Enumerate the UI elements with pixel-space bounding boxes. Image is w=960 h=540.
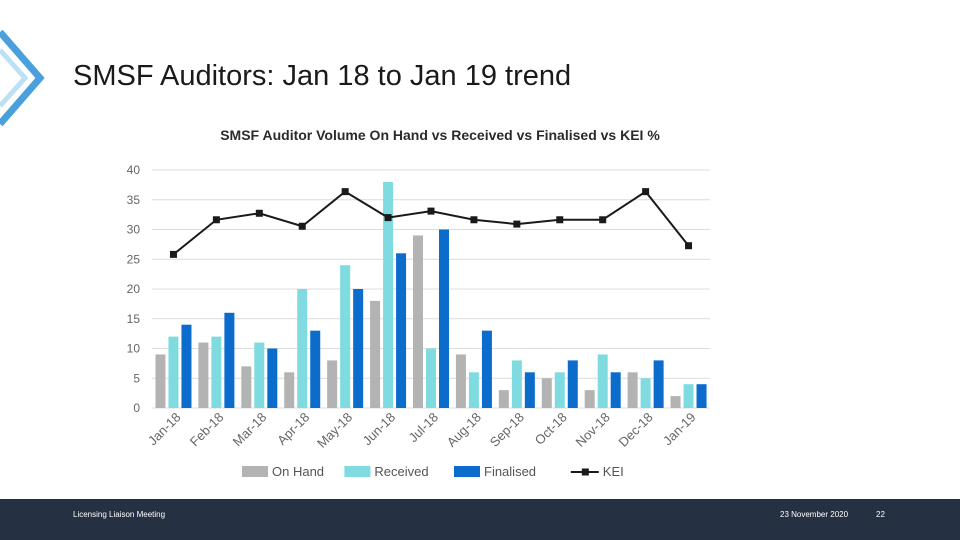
bar-finalised	[396, 253, 407, 408]
bar-finalised	[439, 229, 449, 408]
bar-finalised	[524, 372, 535, 408]
x-tick-label: Apr-18	[274, 410, 312, 448]
y-tick-label: 35	[127, 193, 141, 207]
bar-received	[254, 342, 265, 408]
y-tick-label: 25	[127, 252, 141, 266]
bar-on-hand	[455, 354, 466, 408]
legend-kei-label: KEI	[603, 464, 624, 479]
bar-finalised	[267, 348, 278, 408]
y-tick-label: 5	[133, 371, 140, 385]
x-tick-label: Jul-18	[405, 410, 441, 446]
slide-title: SMSF Auditors: Jan 18 to Jan 19 trend	[73, 60, 572, 92]
chevron-decoration	[0, 30, 45, 127]
legend-kei-marker	[581, 468, 589, 476]
footer-meeting-name: Licensing Liaison Meeting	[73, 510, 166, 519]
bar-received	[683, 384, 694, 408]
bar-received	[168, 336, 179, 408]
bar-on-hand	[627, 372, 638, 408]
bar-on-hand	[584, 390, 595, 408]
bar-received	[211, 336, 222, 408]
bar-on-hand	[413, 235, 423, 408]
bar-finalised	[353, 289, 364, 408]
y-tick-label: 30	[127, 223, 141, 237]
legend-received-label: Received	[374, 464, 428, 479]
kei-marker	[341, 188, 349, 196]
legend-on-hand-label: On Hand	[272, 464, 324, 479]
x-tick-label: Nov-18	[573, 410, 613, 450]
kei-marker	[556, 216, 564, 224]
bar-finalised	[567, 360, 578, 408]
x-tick-label: May-18	[314, 410, 355, 451]
kei-marker	[513, 220, 521, 228]
bar-finalised	[653, 360, 664, 408]
bar-on-hand	[670, 396, 681, 408]
footer-bar: Licensing Liaison Meeting 23 November 20…	[0, 499, 960, 540]
x-tick-label: Oct-18	[532, 410, 570, 448]
bar-finalised	[181, 324, 192, 408]
bar-on-hand	[327, 360, 338, 408]
x-tick-label: Sep-18	[487, 410, 527, 450]
kei-marker	[298, 222, 306, 230]
bar-finalised	[481, 330, 492, 408]
bar-received	[383, 181, 394, 408]
bar-on-hand	[241, 366, 252, 408]
bar-finalised	[310, 330, 321, 408]
bar-received	[340, 265, 351, 408]
bar-on-hand	[498, 390, 509, 408]
y-tick-label: 40	[127, 163, 141, 177]
kei-marker	[255, 209, 263, 217]
x-tick-label: Jun-18	[359, 410, 398, 449]
chart: SMSF Auditor Volume On Hand vs Received …	[127, 127, 710, 479]
bar-finalised	[224, 312, 235, 408]
chart-title: SMSF Auditor Volume On Hand vs Received …	[220, 127, 660, 143]
bar-received	[597, 354, 608, 408]
y-tick-label: 10	[127, 342, 141, 356]
x-tick-label: Aug-18	[444, 410, 484, 450]
kei-marker	[599, 216, 607, 224]
x-tick-label: Feb-18	[187, 410, 227, 450]
bar-on-hand	[370, 300, 381, 408]
bar-received	[640, 378, 651, 408]
y-tick-label: 0	[133, 401, 140, 415]
bar-received	[511, 360, 522, 408]
y-tick-label: 20	[127, 282, 141, 296]
legend-on-hand-swatch	[242, 466, 268, 477]
chart-container: SMSF Auditor Volume On Hand vs Received …	[120, 118, 720, 490]
bar-received	[297, 289, 308, 408]
kei-marker	[169, 250, 177, 258]
kei-marker	[427, 207, 435, 215]
kei-marker	[685, 242, 693, 250]
footer-date: 23 November 2020	[780, 510, 849, 519]
kei-marker	[642, 188, 650, 196]
bar-received	[468, 372, 479, 408]
legend-finalised-label: Finalised	[484, 464, 536, 479]
x-tick-label: Jan-19	[660, 410, 699, 449]
bar-finalised	[696, 384, 707, 408]
legend-received-swatch	[344, 466, 371, 477]
kei-marker	[212, 216, 220, 224]
page-number: 22	[876, 510, 885, 519]
x-tick-label: Jan-18	[145, 410, 184, 449]
bar-finalised	[610, 372, 621, 408]
bar-on-hand	[284, 372, 295, 408]
bar-on-hand	[155, 354, 166, 408]
legend-finalised-swatch	[454, 466, 480, 477]
bar-on-hand	[541, 378, 552, 408]
y-tick-label: 15	[127, 312, 141, 326]
x-tick-label: Mar-18	[230, 410, 270, 450]
bar-received	[554, 372, 565, 408]
kei-line	[172, 190, 690, 256]
kei-marker	[470, 216, 478, 224]
bar-on-hand	[198, 342, 209, 408]
x-tick-label: Dec-18	[615, 410, 655, 450]
kei-marker	[384, 214, 392, 222]
bar-received	[426, 348, 436, 408]
